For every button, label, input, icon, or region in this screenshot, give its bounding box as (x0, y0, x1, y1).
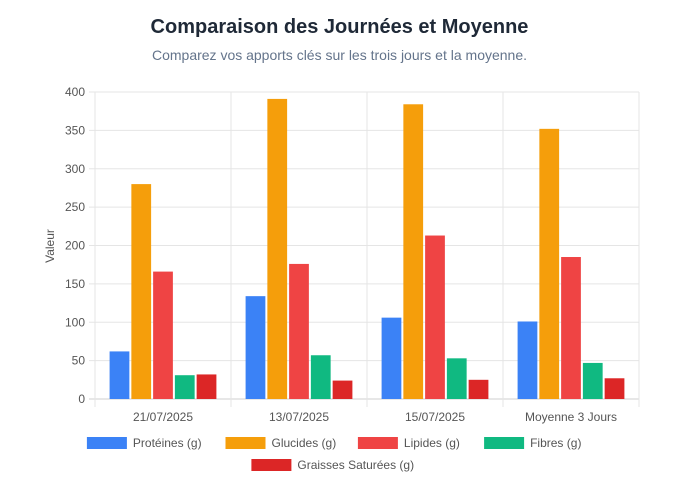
chart-title: Comparaison des Journées et Moyenne (150, 16, 529, 38)
bar[interactable] (109, 351, 130, 399)
y-axis-title: Valeur (43, 229, 57, 263)
y-tick-label: 200 (65, 239, 85, 253)
bar[interactable] (539, 128, 560, 399)
legend-label[interactable]: Protéines (g) (133, 436, 202, 450)
x-tick-label: 13/07/2025 (269, 410, 329, 424)
bar[interactable] (582, 362, 603, 399)
y-axis: 0 50 100 150 200 250 300 350 400 (65, 85, 85, 406)
bar[interactable] (604, 378, 625, 399)
x-tick-label: 15/07/2025 (405, 410, 465, 424)
y-tick-label: 350 (65, 123, 85, 137)
bar[interactable] (517, 321, 538, 399)
y-tick-label: 250 (65, 200, 85, 214)
bar[interactable] (561, 257, 581, 399)
chart-subtitle: Comparez vos apports clés sur les trois … (151, 47, 528, 63)
bars-layer (109, 98, 625, 399)
bar[interactable] (267, 98, 288, 399)
legend-swatch (251, 459, 292, 471)
bar[interactable] (153, 271, 173, 399)
legend-swatch (484, 437, 525, 449)
legend-label[interactable]: Graisses Saturées (g) (297, 458, 414, 472)
legend-label[interactable]: Fibres (g) (530, 436, 581, 450)
x-axis: 21/07/2025 13/07/2025 15/07/2025 Moyenne 3 … (133, 410, 617, 424)
bar[interactable] (196, 374, 217, 399)
legend-swatch (357, 437, 398, 449)
y-tick-label: 50 (72, 354, 86, 368)
bar[interactable] (289, 263, 309, 399)
bar[interactable] (403, 104, 424, 399)
legend-label[interactable]: Lipides (g) (404, 436, 460, 450)
y-tick-label: 100 (65, 315, 85, 329)
bar[interactable] (174, 375, 195, 399)
x-tick-label: 21/07/2025 (133, 410, 193, 424)
bar[interactable] (425, 235, 445, 399)
legend-swatch (86, 437, 127, 449)
bar[interactable] (332, 380, 353, 399)
bar[interactable] (310, 355, 331, 399)
bar[interactable] (446, 358, 467, 399)
bar[interactable] (468, 379, 489, 399)
y-tick-label: 400 (65, 85, 85, 99)
y-tick-label: 0 (78, 392, 85, 406)
bar[interactable] (381, 317, 402, 399)
y-tick-label: 300 (65, 162, 85, 176)
legend: Protéines (g) Glucides (g) Lipides (g) Fibr… (86, 436, 581, 472)
bar[interactable] (245, 296, 266, 399)
bar[interactable] (131, 184, 152, 399)
legend-label[interactable]: Glucides (g) (272, 436, 337, 450)
legend-swatch (225, 437, 266, 449)
x-tick-label: Moyenne 3 Jours (525, 410, 617, 424)
y-tick-label: 150 (65, 277, 85, 291)
